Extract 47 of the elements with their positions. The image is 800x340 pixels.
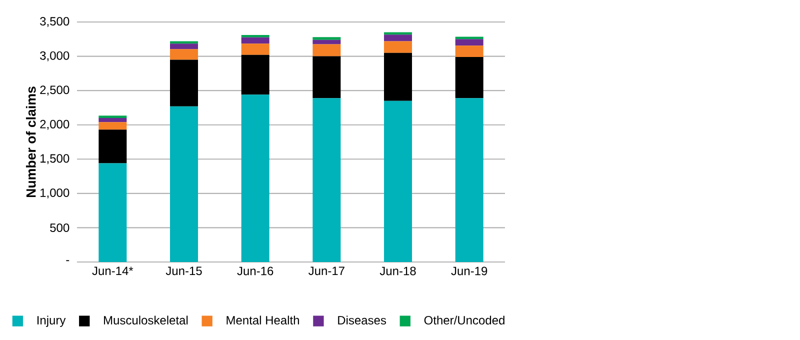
legend-label: Mental Health: [226, 316, 299, 325]
legend-label: Musculoskeletal: [104, 316, 188, 325]
bar: [312, 98, 341, 262]
bar: [312, 37, 341, 40]
bar: [455, 39, 484, 46]
y-axis-title: Number of claims: [26, 86, 36, 198]
legend-label: Other/Uncoded: [424, 316, 504, 325]
y-tick-label: -: [66, 260, 70, 262]
bar: [241, 94, 270, 262]
bar: [384, 34, 412, 42]
y-tick-label: 3,500: [40, 17, 70, 27]
y-tick-label: 2,000: [40, 120, 70, 130]
y-tick-label: 3,000: [40, 51, 70, 62]
x-tick-label: Jun-14*: [92, 266, 134, 276]
bar: [98, 122, 127, 130]
y-tick-label: 2,500: [40, 86, 70, 96]
bar: [455, 36, 484, 40]
bar: [312, 56, 341, 98]
bar: [98, 163, 127, 262]
bar: [384, 41, 412, 53]
bar: [241, 54, 270, 95]
y-tick-label: 1,000: [40, 188, 70, 198]
bar: [455, 98, 484, 262]
legend-label: Injury: [37, 316, 66, 327]
bar: [312, 44, 341, 56]
y-tick-label: 1,500: [40, 154, 70, 164]
bar: [170, 49, 198, 60]
x-tick-label: Jun-16: [237, 266, 274, 276]
x-tick-label: Jun-19: [451, 266, 488, 276]
bar: [384, 52, 412, 101]
bar: [170, 60, 198, 106]
bar: [384, 100, 412, 262]
bar: [455, 56, 484, 98]
bar: [98, 130, 127, 164]
bar: [455, 46, 484, 57]
x-tick-label: Jun-15: [166, 266, 202, 276]
bar: [98, 118, 127, 122]
bar: [170, 44, 198, 50]
bar: [312, 40, 341, 44]
legend-label: Diseases: [338, 316, 386, 325]
x-tick-label: Jun-17: [308, 266, 344, 276]
bar: [170, 41, 198, 44]
x-tick-label: Jun-18: [380, 266, 416, 276]
bar: [170, 106, 198, 262]
y-tick-label: 500: [50, 223, 70, 232]
bar: [241, 44, 270, 55]
bar: [241, 37, 270, 44]
